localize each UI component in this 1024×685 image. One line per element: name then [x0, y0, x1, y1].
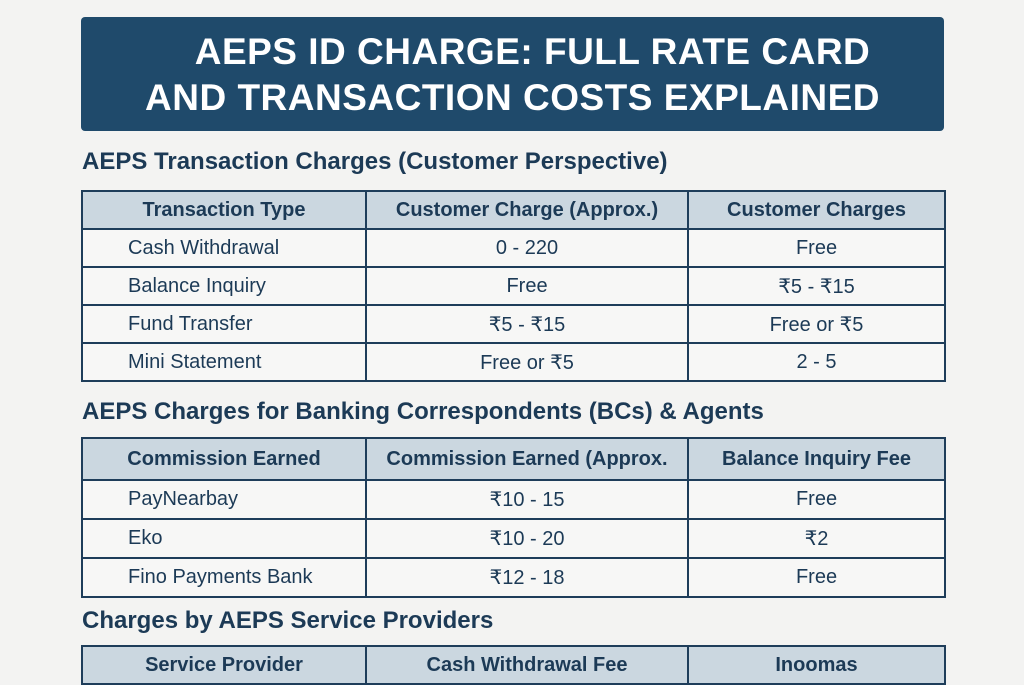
cell: Free	[687, 557, 946, 598]
cell: ₹2	[687, 518, 946, 559]
cell: Free	[687, 228, 946, 268]
table-header-row: Service Provider Cash Withdrawal Fee Ino…	[81, 645, 946, 685]
column-header: Service Provider	[81, 645, 367, 685]
provider-charges-table: Service Provider Cash Withdrawal Fee Ino…	[81, 645, 946, 685]
cell: ₹5 - ₹15	[365, 304, 689, 344]
column-header: Customer Charges	[687, 190, 946, 230]
column-header: Commission Earned	[81, 437, 367, 481]
column-header: Cash Withdrawal Fee	[365, 645, 689, 685]
cell: PayNearbay	[81, 479, 367, 520]
title-line-1: AEPS ID CHARGE: FULL RATE CARD	[194, 31, 871, 72]
table-row: Fund Transfer ₹5 - ₹15 Free or ₹5	[81, 304, 946, 344]
cell: ₹12 - 18	[365, 557, 689, 598]
agent-charges-table: Commission Earned Commission Earned (App…	[81, 437, 946, 598]
cell: ₹10 - 20	[365, 518, 689, 559]
column-header: Balance Inquiry Fee	[687, 437, 946, 481]
column-header: Customer Charge (Approx.)	[365, 190, 689, 230]
cell: Fino Payments Bank	[81, 557, 367, 598]
column-header: Commission Earned (Approx.	[365, 437, 689, 481]
section-heading-agents: AEPS Charges for Banking Correspondents …	[82, 398, 764, 425]
cell: Eko	[81, 518, 367, 559]
cell: ₹5 - ₹15	[687, 266, 946, 306]
title-banner: AEPS ID CHARGE: FULL RATE CARD AND TRANS…	[81, 17, 944, 131]
cell: Mini Statement	[81, 342, 367, 382]
table-row: Eko ₹10 - 20 ₹2	[81, 518, 946, 559]
title-line-2: AND TRANSACTION COSTS EXPLAINED	[145, 77, 880, 118]
column-header: Transaction Type	[81, 190, 367, 230]
cell: Cash Withdrawal	[81, 228, 367, 268]
column-header: Inoomas	[687, 645, 946, 685]
cell: Free or ₹5	[687, 304, 946, 344]
cell: Free	[687, 479, 946, 520]
cell: Free or ₹5	[365, 342, 689, 382]
table-header-row: Commission Earned Commission Earned (App…	[81, 437, 946, 481]
table-row: PayNearbay ₹10 - 15 Free	[81, 479, 946, 520]
customer-charges-table: Transaction Type Customer Charge (Approx…	[81, 190, 946, 382]
cell: ₹10 - 15	[365, 479, 689, 520]
table-row: Balance Inquiry Free ₹5 - ₹15	[81, 266, 946, 306]
table-row: Mini Statement Free or ₹5 2 - 5	[81, 342, 946, 382]
cell: Fund Transfer	[81, 304, 367, 344]
cell: Balance Inquiry	[81, 266, 367, 306]
cell: 0 - 220	[365, 228, 689, 268]
table-row: Cash Withdrawal 0 - 220 Free	[81, 228, 946, 268]
table-header-row: Transaction Type Customer Charge (Approx…	[81, 190, 946, 230]
section-heading-customer: AEPS Transaction Charges (Customer Persp…	[82, 148, 668, 175]
cell: 2 - 5	[687, 342, 946, 382]
table-row: Fino Payments Bank ₹12 - 18 Free	[81, 557, 946, 598]
section-heading-providers: Charges by AEPS Service Providers	[82, 607, 494, 634]
cell: Free	[365, 266, 689, 306]
